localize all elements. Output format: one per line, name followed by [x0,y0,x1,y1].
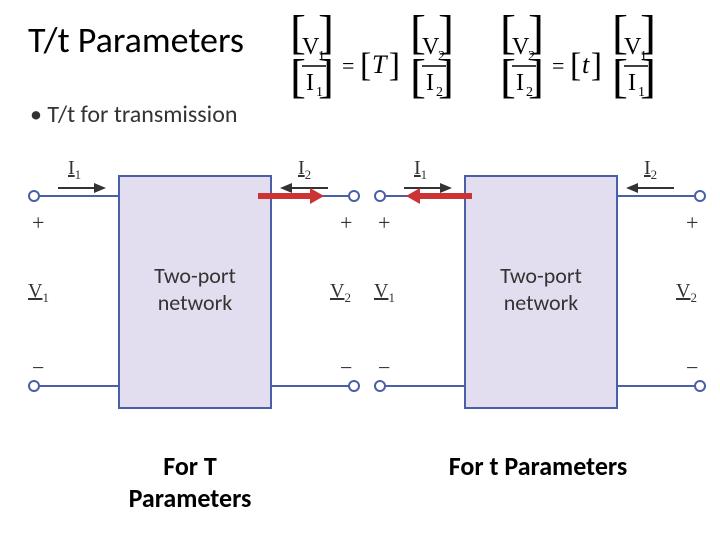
label-V1: V1 [28,280,49,306]
terminal-icon [28,380,40,392]
svg-text:[: [ [360,47,371,84]
terminal-icon [374,190,386,202]
terminal-icon [348,190,360,202]
label-I1: I1 [68,157,81,183]
label-V2: V2 [676,280,697,306]
svg-text:[: [ [389,47,400,84]
wire [616,385,696,387]
terminal-icon [694,380,706,392]
equation-t: [[ [[ V2 I2 = [[ t [[ [[ V1 I1 [500,28,705,111]
box-text-2: network [120,289,270,316]
svg-text:I: I [306,70,314,96]
box-text-2: network [466,289,616,316]
box-text-1: Two-port [120,262,270,289]
svg-text:2: 2 [436,85,443,100]
red-arrow-icon [418,193,472,199]
terminal-icon [374,380,386,392]
svg-text:I: I [628,70,636,96]
bullet-text: • T/t for transmission [30,100,237,129]
diagram-T: Two-port network I1 I2 + − + − V1 V2 [28,165,358,425]
minus-sign: − [32,355,44,381]
arrow-I2-icon [626,181,676,195]
svg-text:2: 2 [526,85,533,100]
svg-text:1: 1 [638,85,645,100]
label-I1: I1 [414,157,427,183]
svg-text:2: 2 [528,49,535,64]
svg-text:t: t [582,50,590,79]
wire [384,385,464,387]
wire [616,195,696,197]
svg-text:1: 1 [316,85,323,100]
svg-text:=: = [342,53,354,78]
svg-text:T: T [372,50,388,79]
plus-sign: + [378,210,390,236]
plus-sign: + [340,210,352,236]
svg-text:[: [ [570,47,581,84]
svg-text:=: = [552,53,564,78]
svg-text:1: 1 [640,49,647,64]
caption-left: For T Parameters [100,450,280,514]
page-title: T/t Parameters [28,18,244,62]
svg-text:[: [ [591,47,602,84]
arrow-I1-icon [58,181,108,195]
svg-text:I: I [426,70,434,96]
terminal-icon [694,190,706,202]
label-I2: I2 [644,157,657,183]
svg-text:I: I [516,70,524,96]
wire [270,385,350,387]
minus-sign: − [340,355,352,381]
red-arrow-icon [258,193,312,199]
minus-sign: − [378,355,390,381]
diagram-t: Two-port network I1 I2 + − + − V1 V2 [374,165,704,425]
box-text-1: Two-port [466,262,616,289]
plus-sign: + [686,210,698,236]
label-V2: V2 [330,280,351,306]
wire [38,195,118,197]
two-port-box: Two-port network [464,175,618,409]
wire [38,385,118,387]
plus-sign: + [32,210,44,236]
equation-T: [[ [[ V1 I1 = [[ T [[ [[ V2 I2 [290,28,495,111]
terminal-icon [348,380,360,392]
caption-right: For t Parameters [448,450,628,482]
label-V1: V1 [374,280,395,306]
two-port-box: Two-port network [118,175,272,409]
minus-sign: − [686,355,698,381]
svg-text:1: 1 [318,49,325,64]
terminal-icon [28,190,40,202]
label-I2: I2 [298,157,311,183]
svg-text:2: 2 [438,49,445,64]
